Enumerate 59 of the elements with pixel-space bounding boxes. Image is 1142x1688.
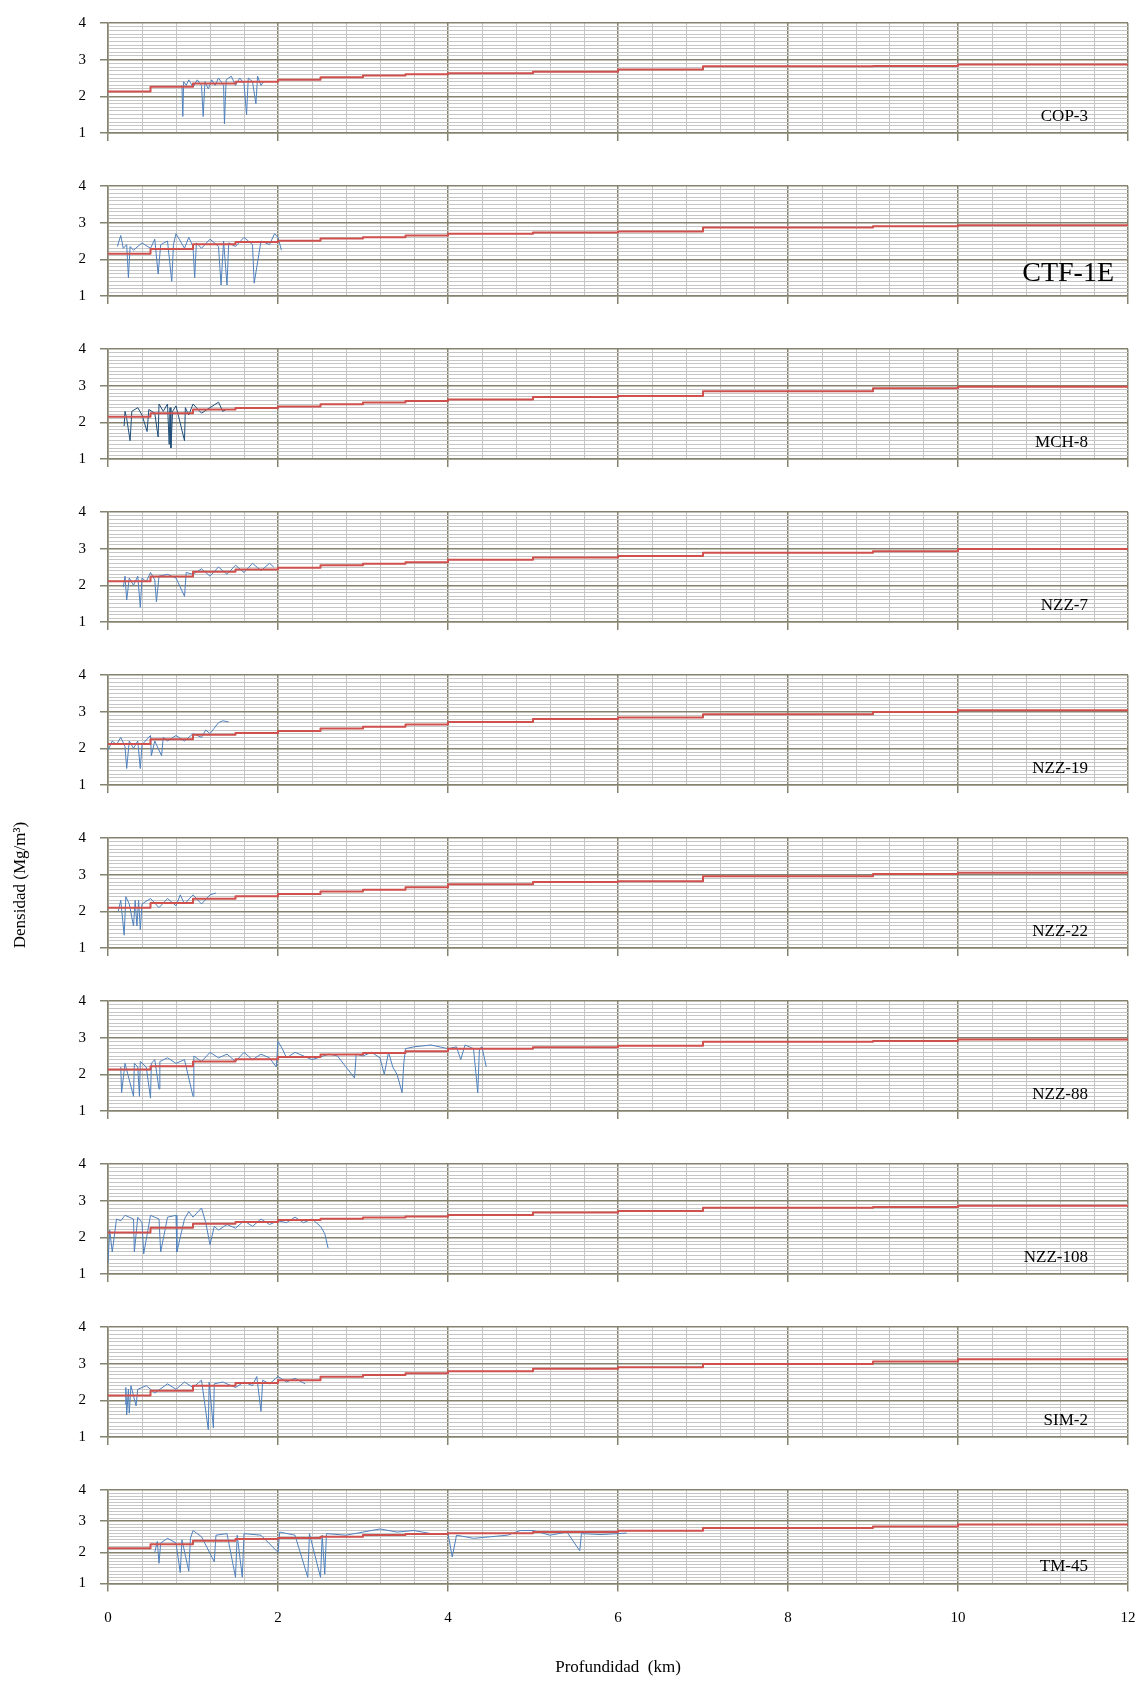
y-tick-label: 4: [78, 339, 87, 356]
y-tick-label: 1: [78, 449, 86, 466]
y-tick-label: 4: [78, 665, 87, 682]
x-tick-label: 12: [1120, 1609, 1136, 1626]
y-tick-label: 1: [78, 1427, 86, 1444]
annotation: MCH-8: [1035, 431, 1088, 451]
annotation: NZZ-19: [1032, 757, 1088, 777]
x-tick-label: 10: [950, 1609, 966, 1626]
x-tick-label: 4: [444, 1609, 453, 1626]
annotation: NZZ-88: [1032, 1083, 1088, 1103]
y-tick-label: 4: [78, 502, 87, 519]
y-tick-label: 4: [78, 13, 87, 30]
y-tick-label: 2: [78, 739, 86, 756]
y-axis-title: Densidad (Mg/m³): [10, 821, 30, 949]
x-axis-title: Profundidad (km): [555, 1657, 681, 1677]
y-tick-label: 1: [78, 1574, 86, 1591]
annotation: TM-45: [1039, 1556, 1088, 1576]
y-tick-label: 3: [78, 539, 86, 556]
y-tick-label: 3: [78, 376, 86, 393]
y-tick-label: 1: [78, 775, 86, 792]
annotation: CTF-1E: [1022, 256, 1114, 288]
y-tick-label: 4: [78, 1317, 87, 1334]
annotation: SIM-2: [1043, 1409, 1088, 1429]
y-tick-label: 2: [78, 1543, 86, 1560]
y-tick-label: 1: [78, 286, 86, 303]
annotation: NZZ-108: [1023, 1246, 1088, 1266]
y-tick-label: 2: [78, 1391, 86, 1408]
y-tick-label: 3: [78, 1354, 86, 1371]
y-tick-label: 2: [78, 250, 86, 267]
y-tick-label: 4: [78, 1154, 87, 1171]
y-tick-label: 2: [78, 87, 86, 104]
y-tick-label: 3: [78, 1028, 86, 1045]
y-tick-label: 3: [78, 865, 86, 882]
y-tick-label: 3: [78, 1191, 86, 1208]
y-tick-label: 2: [78, 902, 86, 919]
y-tick-label: 1: [78, 938, 86, 955]
y-tick-label: 4: [78, 176, 87, 193]
x-tick-label: 6: [614, 1609, 623, 1626]
annotation: NZZ-22: [1032, 920, 1088, 940]
y-tick-label: 1: [78, 1264, 86, 1281]
y-tick-label: 4: [78, 1480, 87, 1497]
y-tick-label: 3: [78, 702, 86, 719]
y-tick-label: 2: [78, 1065, 86, 1082]
y-tick-label: 4: [78, 991, 87, 1008]
y-tick-label: 3: [78, 50, 86, 67]
y-tick-label: 2: [78, 1228, 86, 1245]
y-tick-label: 4: [78, 828, 87, 845]
y-tick-label: 3: [78, 1512, 86, 1529]
y-tick-label: 1: [78, 123, 86, 140]
x-tick-label: 2: [274, 1609, 282, 1626]
annotation: COP-3: [1040, 105, 1088, 125]
y-tick-label: 1: [78, 1101, 86, 1118]
annotation: NZZ-7: [1040, 594, 1089, 614]
y-tick-label: 2: [78, 413, 86, 430]
y-tick-label: 2: [78, 576, 86, 593]
y-tick-label: 3: [78, 213, 86, 230]
x-tick-label: 8: [784, 1609, 792, 1626]
x-tick-label: 0: [104, 1609, 112, 1626]
y-tick-label: 1: [78, 612, 86, 629]
